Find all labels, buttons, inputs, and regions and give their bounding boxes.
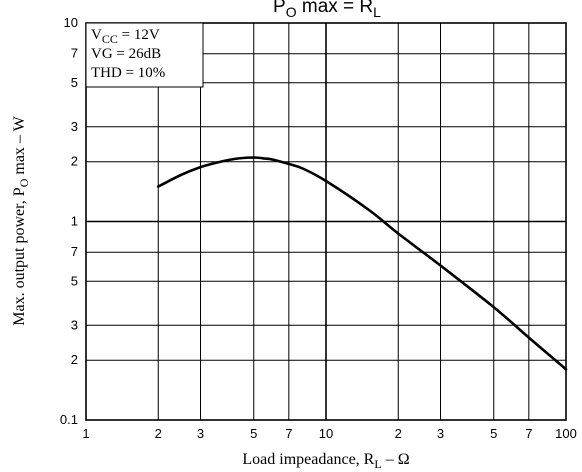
x-tick-label: 100 [555, 426, 577, 441]
grid-lines [86, 23, 566, 420]
legend-line: THD = 10% [91, 65, 165, 81]
y-tick-label: 5 [71, 75, 78, 90]
plot-border [85, 22, 567, 421]
x-tick-label: 2 [155, 426, 162, 441]
x-tick-label: 2 [395, 426, 402, 441]
y-tick-label: 1 [71, 214, 78, 229]
y-tick-label: 10 [64, 15, 78, 30]
legend-box-frame [85, 22, 204, 88]
x-tick-label: 5 [250, 426, 257, 441]
x-axis-label: Load impeadance, RL – Ω [242, 451, 409, 471]
y-tick-label: 5 [71, 273, 78, 288]
x-tick-label: 1 [82, 426, 89, 441]
series-layer [156, 156, 568, 371]
x-tick-label: 7 [285, 426, 292, 441]
y-axis-label: Max. output power, PO max – W [11, 115, 31, 325]
y-tick-label: 2 [71, 154, 78, 169]
x-tick-label: 5 [490, 426, 497, 441]
x-tick-label: 3 [437, 426, 444, 441]
legend-line: VCC = 12V [91, 27, 160, 46]
y-tick-label: 2 [71, 352, 78, 367]
y-tick-label: 3 [71, 119, 78, 134]
y-tick-label: 3 [71, 317, 78, 332]
x-tick-label: 7 [525, 426, 532, 441]
y-tick-label: 7 [71, 244, 78, 259]
series-line [156, 156, 568, 371]
y-tick-label: 7 [71, 46, 78, 61]
legend-line: VG = 26dB [91, 46, 161, 62]
x-tick-label: 10 [319, 426, 333, 441]
x-tick-label: 3 [197, 426, 204, 441]
tick-labels: 1 2 3 5 7 10 2 3 5 7 100 0.1 2 3 5 7 1 2 3 5 7 10 [60, 15, 577, 441]
y-tick-label: 0.1 [60, 412, 78, 427]
chart-title: PO max = RL [273, 0, 381, 20]
plot-frame [85, 22, 567, 421]
